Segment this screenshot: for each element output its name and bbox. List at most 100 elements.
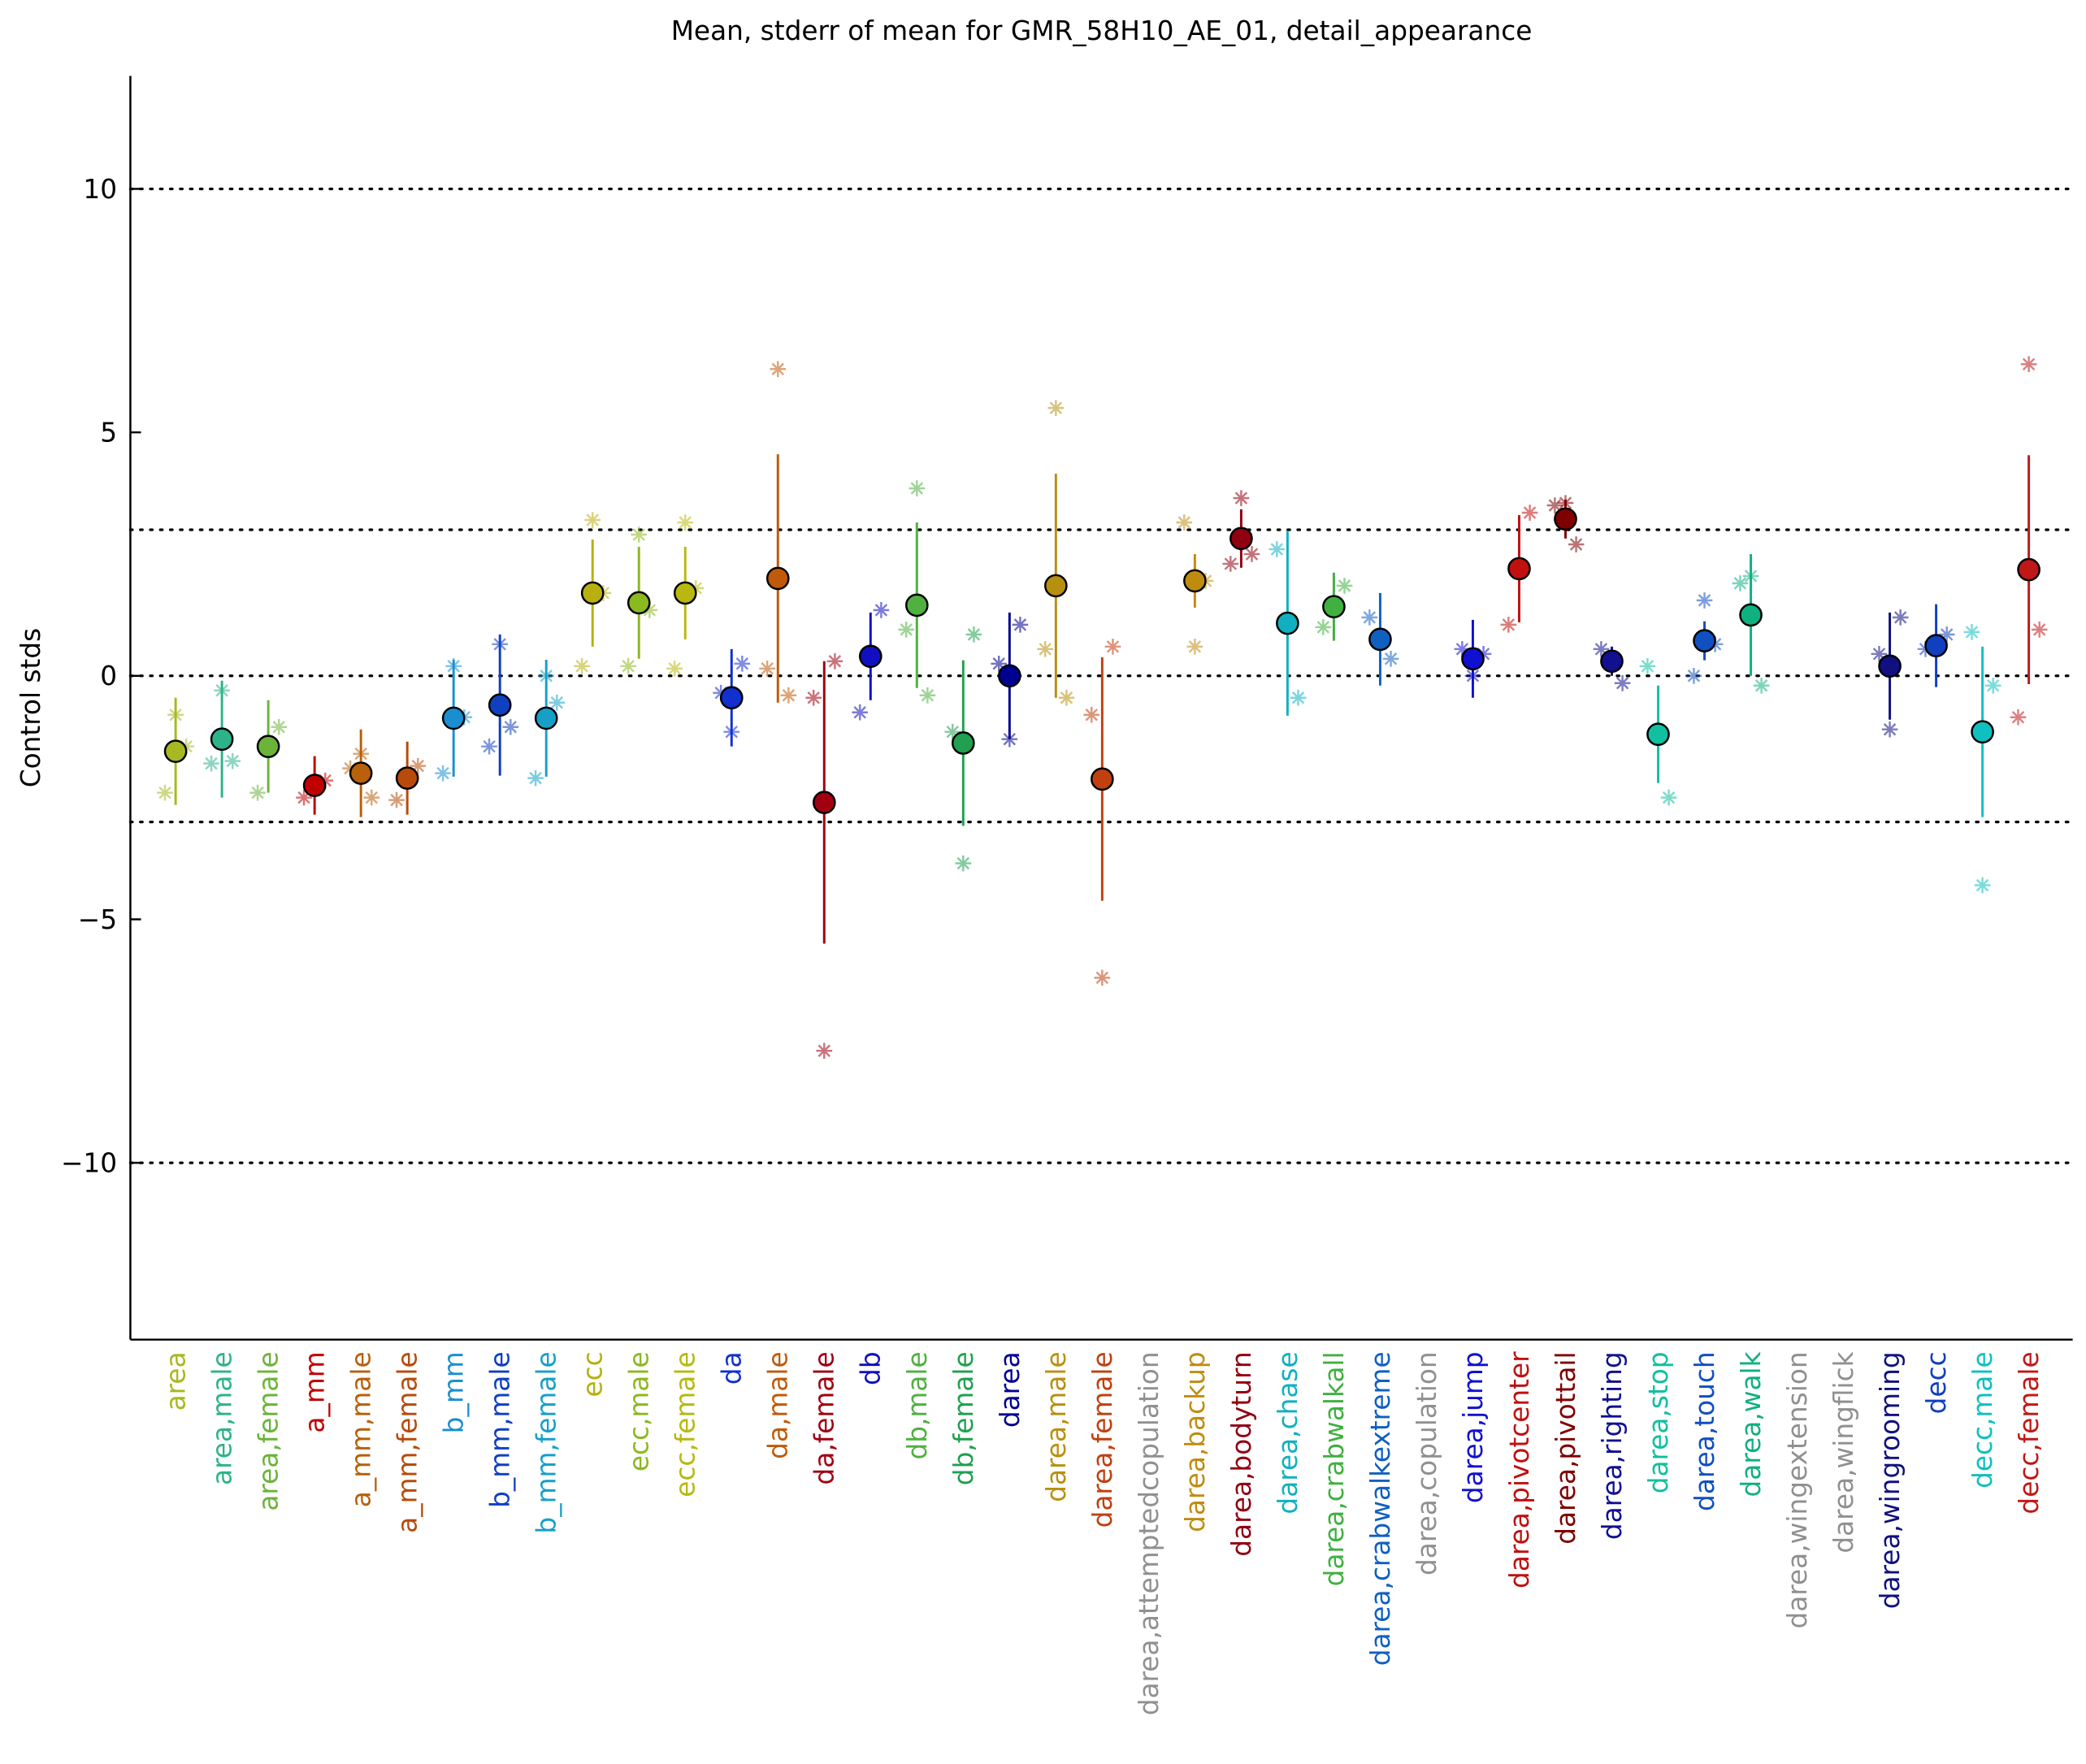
point-asterisk: [1546, 497, 1563, 514]
point-asterisk: [157, 784, 173, 801]
x-tick-label: darea,crabwalkextreme: [1365, 1351, 1396, 1666]
point-asterisk: [296, 789, 312, 806]
mean-marker: [1322, 595, 1346, 619]
x-tick-label: darea,bodyturn: [1226, 1351, 1257, 1556]
mean-marker: [1554, 507, 1577, 531]
point-asterisk: [816, 1042, 833, 1060]
x-tick-label: b_mm,female: [531, 1351, 562, 1533]
mean-marker: [1924, 634, 1948, 657]
y-axis-label: Control stds: [15, 628, 46, 787]
mean-marker: [534, 706, 558, 730]
x-tick-label: darea,female: [1087, 1351, 1118, 1528]
point-asterisk: [1614, 674, 1631, 691]
mean-marker: [904, 593, 929, 618]
y-tick-label: −10: [61, 1148, 117, 1179]
point-asterisk: [687, 580, 705, 596]
mean-marker: [1229, 527, 1253, 551]
mean-marker: [349, 761, 373, 785]
point-asterisk: [410, 757, 427, 774]
point-asterisk: [1938, 626, 1955, 643]
point-asterisk: [1269, 541, 1286, 557]
point-asterisk: [1500, 617, 1517, 633]
point-asterisk: [1290, 689, 1307, 706]
point-asterisk: [584, 512, 601, 528]
y-tick-label: −5: [78, 904, 117, 935]
x-tick-label: da,female: [809, 1351, 840, 1484]
point-asterisk: [944, 723, 961, 740]
x-tick-label: darea,copulation: [1412, 1351, 1442, 1575]
point-asterisk: [1881, 721, 1898, 738]
x-tick-label: ecc: [578, 1351, 609, 1397]
point-asterisk: [249, 784, 266, 801]
point-asterisk: [1732, 575, 1749, 592]
x-tick-label: darea,righting: [1597, 1351, 1628, 1540]
point-asterisk: [481, 738, 497, 755]
point-asterisk: [1315, 619, 1332, 635]
point-asterisk: [713, 684, 729, 701]
point-asterisk: [1871, 645, 1888, 662]
point-asterisk: [1475, 645, 1492, 662]
point-asterisk: [435, 765, 451, 782]
x-tick-label: darea,crabwalkall: [1319, 1351, 1350, 1586]
x-tick-label: a_mm: [300, 1351, 331, 1432]
x-tick-label: darea,chase: [1273, 1351, 1303, 1514]
point-asterisk: [620, 657, 636, 674]
x-tick-label: area,female: [254, 1351, 284, 1510]
x-tick-label: decc,female: [2014, 1351, 2045, 1514]
point-asterisk: [1639, 657, 1656, 674]
point-asterisk: [898, 622, 915, 638]
mean-marker: [1368, 627, 1392, 652]
point-asterisk: [759, 660, 775, 677]
point-asterisk: [342, 760, 358, 777]
point-asterisk: [527, 769, 544, 787]
point-asterisk: [1382, 650, 1399, 667]
x-tick-label: a_mm,male: [346, 1351, 377, 1507]
mean-marker: [1646, 722, 1670, 747]
x-tick-label: da,male: [763, 1351, 794, 1458]
point-asterisk: [1233, 490, 1250, 506]
mean-marker: [1507, 557, 1531, 581]
point-asterisk: [224, 752, 241, 769]
mean-marker: [580, 581, 605, 605]
x-tick-label: darea,stop: [1643, 1351, 1674, 1493]
mean-marker: [395, 766, 419, 790]
mean-marker: [951, 731, 975, 755]
point-asterisk: [1454, 640, 1471, 657]
mean-marker: [163, 739, 188, 764]
mean-marker: [765, 566, 790, 591]
point-asterisk: [1685, 667, 1702, 684]
chart-title: Mean, stderr of mean for GMR_58H10_AE_01…: [671, 15, 1533, 46]
x-tick-label: area,male: [207, 1351, 238, 1485]
point-asterisk: [780, 687, 797, 704]
point-asterisk: [965, 626, 982, 643]
x-tick-label: darea: [995, 1351, 1026, 1428]
mean-marker: [858, 644, 883, 669]
point-asterisk: [1058, 689, 1075, 706]
point-asterisk: [1753, 677, 1770, 694]
point-asterisk: [502, 718, 519, 735]
mean-marker: [627, 591, 651, 615]
x-tick-label: area: [161, 1351, 192, 1411]
mean-marker: [441, 706, 466, 730]
point-asterisk: [677, 514, 694, 531]
mean-marker: [1739, 603, 1763, 627]
point-asterisk: [991, 655, 1008, 672]
y-tick-label: 5: [100, 418, 117, 449]
mean-marker: [1461, 647, 1485, 671]
point-asterisk: [1984, 677, 2001, 694]
point-asterisk: [1568, 536, 1585, 553]
x-tick-label: darea,male: [1041, 1351, 1072, 1502]
point-asterisk: [666, 660, 683, 677]
point-asterisk: [203, 755, 219, 772]
point-asterisk: [805, 689, 822, 706]
mean-marker: [2017, 557, 2040, 582]
point-asterisk: [1001, 730, 1018, 748]
point-asterisk: [1336, 578, 1353, 594]
point-asterisk: [873, 602, 890, 618]
x-tick-label: darea,wingextension: [1782, 1351, 1813, 1628]
x-tick-label: darea,attemptedcopulation: [1134, 1351, 1164, 1715]
point-asterisk: [1083, 706, 1100, 723]
point-asterisk: [770, 361, 787, 378]
point-asterisk: [2010, 709, 2027, 726]
